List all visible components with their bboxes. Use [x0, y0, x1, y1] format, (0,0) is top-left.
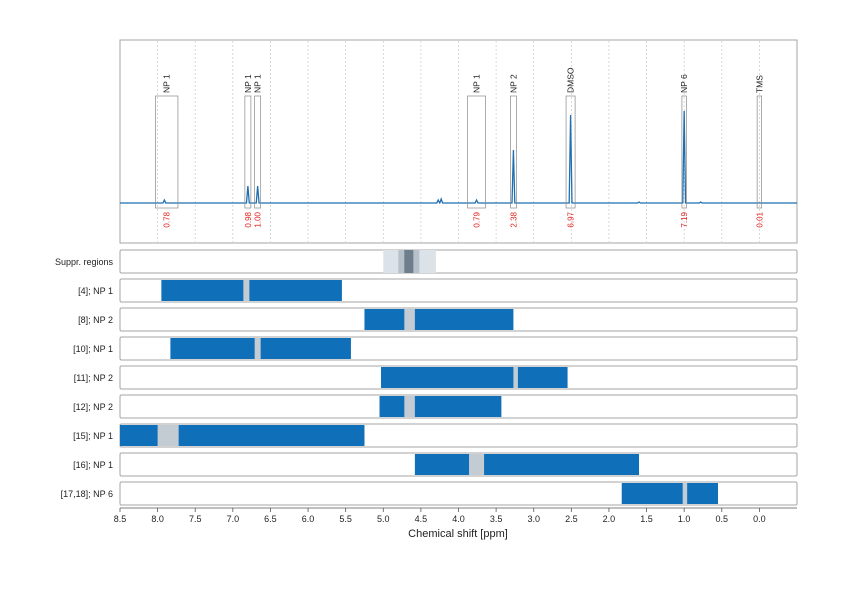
range-gap — [404, 396, 415, 417]
peak-integral: 1.00 — [254, 211, 263, 227]
row-label: [11]; NP 2 — [74, 373, 113, 383]
range-bar — [381, 367, 568, 388]
range-row: [15]; NP 1 — [73, 423, 798, 448]
range-row: [17,18]; NP 6 — [61, 481, 798, 506]
x-tick-label: 4.0 — [452, 514, 465, 524]
suppression-core — [404, 250, 414, 273]
peak-integral: 0.01 — [755, 211, 764, 227]
x-tick-label: 3.0 — [527, 514, 540, 524]
range-bar — [414, 454, 640, 475]
row-label: [12]; NP 2 — [73, 402, 113, 412]
x-tick-label: 8.5 — [114, 514, 127, 524]
peak-box — [155, 95, 179, 209]
peak-box — [565, 95, 576, 209]
range-bar — [170, 338, 351, 359]
spectrum-panel: NP 1 0.78 NP 1 0.98 NP 1 1.00 NP 1 0.79 NP 2 2.38… — [119, 39, 798, 244]
x-tick-label: 5.0 — [377, 514, 390, 524]
range-bar — [364, 309, 514, 330]
range-row: [16]; NP 1 — [73, 452, 798, 477]
x-axis: 8.5 8.0 7.5 7.0 6.5 6.0 5.5 5.0 4.5 4.0 3.5 3.0 2.5 2… — [114, 507, 797, 524]
x-tick-label: 3.5 — [490, 514, 503, 524]
x-tick-label: 6.0 — [302, 514, 315, 524]
peak-label: TMS — [754, 75, 764, 93]
suppression-row: Suppr. regions — [55, 249, 798, 274]
row-label: [4]; NP 1 — [78, 286, 113, 296]
peak-box — [254, 95, 262, 209]
peak-box — [681, 95, 687, 209]
peak-integral: 2.38 — [509, 211, 518, 227]
peak-label: NP 6 — [679, 74, 689, 93]
peak-integral: 0.78 — [163, 211, 172, 227]
row-label: [10]; NP 1 — [73, 344, 113, 354]
row-label: [8]; NP 2 — [78, 315, 113, 325]
x-tick-label: 2.0 — [603, 514, 616, 524]
peak-box — [244, 95, 252, 209]
x-tick-label: 4.5 — [415, 514, 428, 524]
range-gap — [404, 309, 415, 330]
range-row: [4]; NP 1 — [78, 278, 798, 303]
x-tick-label: 0.5 — [716, 514, 729, 524]
range-bar — [120, 425, 365, 446]
peak-integral: 7.19 — [680, 211, 689, 227]
range-gap — [243, 280, 250, 301]
peak-integral: 0.79 — [473, 211, 482, 227]
range-row: [11]; NP 2 — [74, 365, 798, 390]
x-tick-label: 2.5 — [565, 514, 578, 524]
range-gap — [254, 338, 261, 359]
x-tick-label: 7.5 — [189, 514, 202, 524]
x-tick-label: 7.0 — [227, 514, 240, 524]
range-bar — [621, 483, 719, 504]
row-label: [16]; NP 1 — [73, 460, 113, 470]
peak-box — [467, 95, 486, 209]
peak-label: NP 1 — [243, 74, 253, 93]
peak-label: NP 2 — [508, 74, 518, 93]
row-frame — [119, 249, 798, 274]
peak-label: DMSO — [566, 67, 576, 93]
x-tick-label: 0.0 — [753, 514, 766, 524]
range-gap — [157, 425, 179, 446]
row-label: [17,18]; NP 6 — [61, 489, 113, 499]
range-gap — [682, 483, 688, 504]
range-gap — [513, 367, 518, 388]
x-axis-label: Chemical shift [ppm] — [408, 528, 508, 540]
peak-box — [756, 95, 762, 209]
x-tick-label: 1.0 — [678, 514, 691, 524]
peak-label: NP 1 — [472, 74, 482, 93]
x-tick-label: 8.0 — [151, 514, 164, 524]
range-bar — [379, 396, 502, 417]
row-label: Suppr. regions — [55, 257, 114, 267]
x-tick-label: 1.5 — [640, 514, 653, 524]
peak-label: NP 1 — [162, 74, 172, 93]
range-row: [12]; NP 2 — [73, 394, 798, 419]
range-rows-panel: Suppr. regions [4]; NP 1 [8]; NP 2 [10]; NP… — [55, 249, 798, 506]
range-row: [8]; NP 2 — [78, 307, 798, 332]
row-label: [15]; NP 1 — [73, 431, 113, 441]
peak-label: NP 1 — [253, 74, 263, 93]
range-gap — [469, 454, 485, 475]
x-tick-label: 5.5 — [339, 514, 352, 524]
range-bar — [161, 280, 342, 301]
spectrum-trace — [120, 110, 797, 204]
x-tick-label: 6.5 — [264, 514, 277, 524]
peak-integral: 0.98 — [244, 211, 253, 227]
range-row: [10]; NP 1 — [73, 336, 798, 361]
peak-integral: 6.97 — [567, 211, 576, 227]
peak-box — [510, 95, 517, 209]
